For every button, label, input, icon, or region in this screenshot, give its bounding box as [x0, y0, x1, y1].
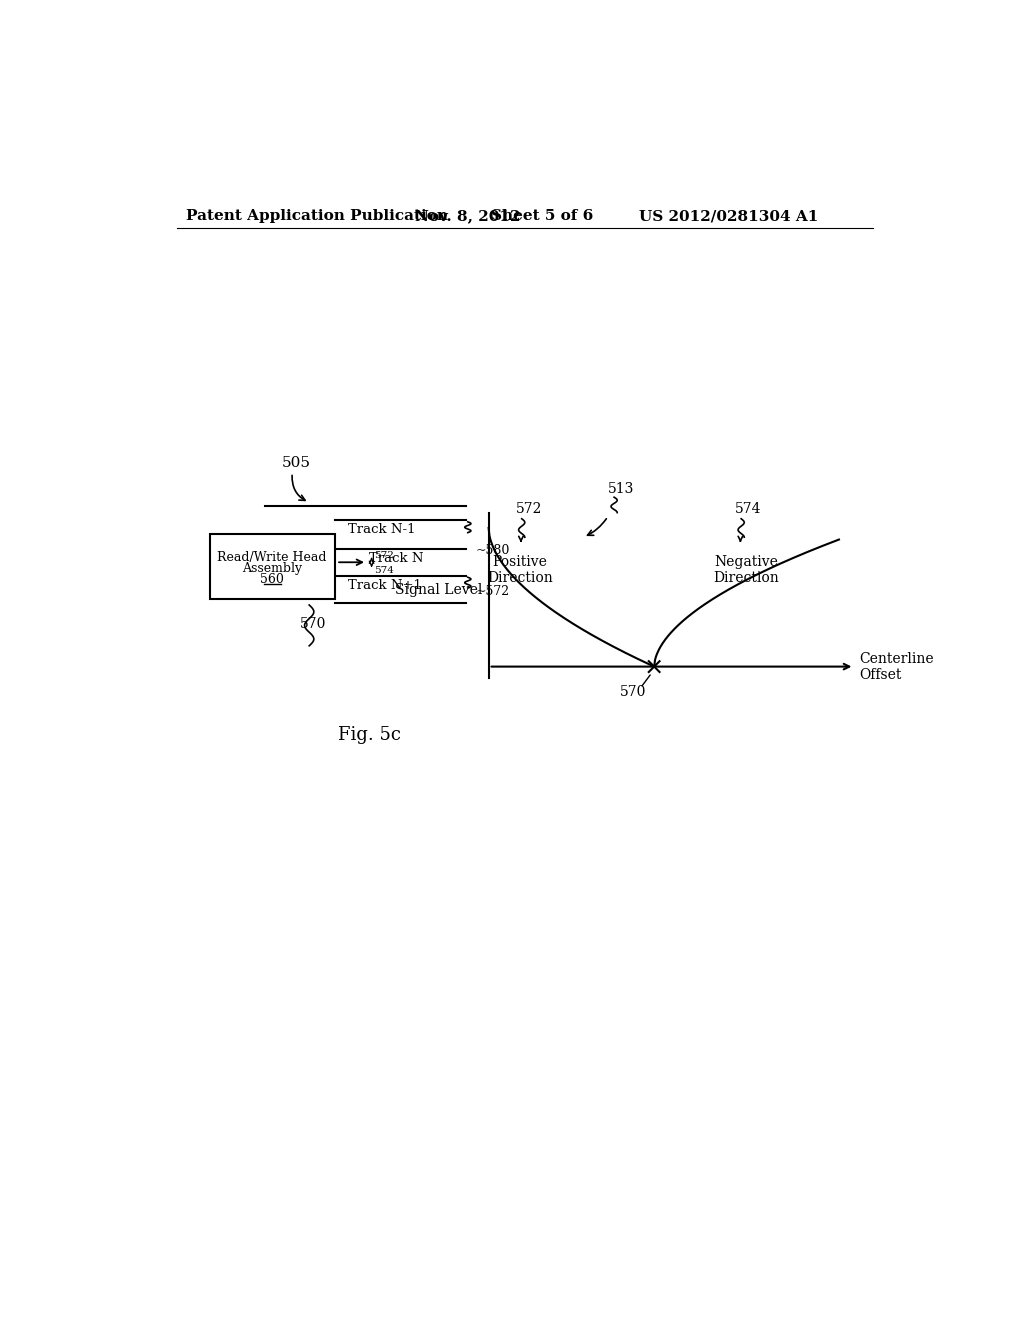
Bar: [210, 535, 335, 599]
Text: Track N: Track N: [370, 552, 424, 565]
Text: Positive
Direction: Positive Direction: [487, 554, 553, 585]
Text: Track N+1: Track N+1: [348, 579, 422, 591]
Text: Nov. 8, 2012: Nov. 8, 2012: [416, 209, 521, 223]
Text: 560: 560: [260, 573, 285, 586]
Text: Assembly: Assembly: [243, 561, 302, 574]
Text: Track N-1: Track N-1: [348, 524, 415, 536]
Text: Patent Application Publication: Patent Application Publication: [186, 209, 449, 223]
Text: 570: 570: [620, 685, 646, 698]
Text: 574: 574: [374, 566, 394, 576]
Text: US 2012/0281304 A1: US 2012/0281304 A1: [639, 209, 818, 223]
Text: 570: 570: [300, 618, 327, 631]
Text: Centerline
Offset: Centerline Offset: [860, 652, 934, 681]
Text: 513: 513: [608, 482, 634, 496]
Text: 574: 574: [735, 502, 762, 516]
Text: Fig. 5c: Fig. 5c: [338, 726, 400, 743]
Text: 572: 572: [374, 552, 394, 561]
Text: Read/Write Head: Read/Write Head: [217, 550, 327, 564]
Text: 572: 572: [515, 502, 542, 516]
Text: ~572: ~572: [475, 585, 510, 598]
Text: Sheet 5 of 6: Sheet 5 of 6: [490, 209, 593, 223]
Text: Negative
Direction: Negative Direction: [714, 554, 779, 585]
Text: Signal Level: Signal Level: [395, 582, 482, 597]
Text: 505: 505: [282, 455, 310, 470]
Text: ~580: ~580: [475, 544, 510, 557]
